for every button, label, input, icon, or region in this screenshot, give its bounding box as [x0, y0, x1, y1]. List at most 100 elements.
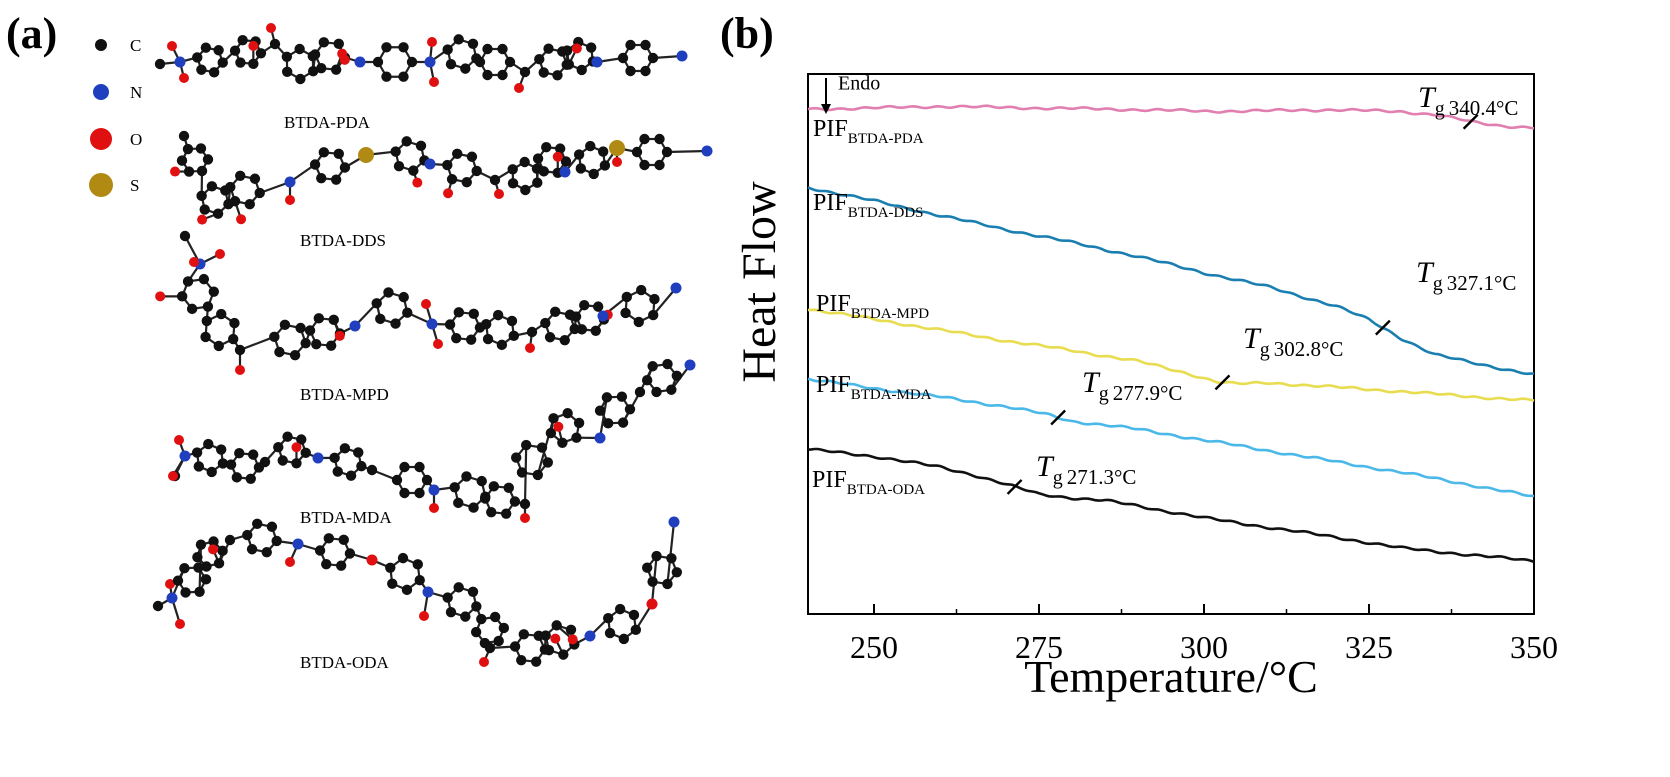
atom-c — [193, 562, 204, 573]
atom-c — [401, 584, 413, 596]
atom-c — [500, 508, 512, 519]
atom-c — [634, 386, 646, 398]
atom-c — [482, 69, 493, 81]
atom-c — [244, 199, 255, 210]
atom-c — [201, 315, 212, 327]
plot-frame — [807, 73, 1535, 615]
atom-c — [482, 43, 493, 55]
x-tick-label: 350 — [1510, 629, 1558, 665]
atom-c — [269, 38, 281, 50]
atom-layer — [170, 130, 713, 225]
atom-c — [234, 344, 246, 356]
atom-n — [668, 516, 680, 528]
atom-o — [421, 299, 431, 309]
series-line-btda-oda — [807, 447, 1535, 564]
atom-c — [199, 204, 210, 215]
atom-o — [429, 77, 439, 87]
tg-label-btda-pda: Tg 340.4°C — [1418, 81, 1518, 120]
atom-c — [203, 438, 214, 450]
atom-c — [229, 317, 240, 329]
atom-c — [314, 545, 326, 556]
atom-c — [295, 73, 306, 85]
series-label-btda-mpd: PIFBTDA-MPD — [816, 291, 929, 322]
atom-c — [309, 49, 321, 60]
atom-o — [612, 157, 622, 167]
atom-c — [496, 339, 508, 351]
atom-c — [281, 66, 293, 78]
structure-label-btda-dds: BTDA-DDS — [300, 231, 386, 250]
atom-n — [426, 318, 438, 330]
atom-c — [339, 443, 351, 454]
atom-o — [646, 598, 658, 610]
atom-c — [307, 65, 319, 77]
atom-n — [559, 166, 571, 178]
x-axis-title: Temperature/°C — [1024, 651, 1318, 702]
legend-label-n: N — [130, 83, 142, 102]
atom-c — [640, 39, 651, 51]
atom-o — [334, 330, 345, 341]
atom-o — [494, 189, 504, 199]
atom-c — [271, 535, 282, 547]
atom-c — [476, 613, 487, 625]
atom-c — [548, 413, 559, 424]
atom-c — [304, 325, 316, 336]
atom-c — [545, 427, 557, 439]
atom-c — [536, 442, 548, 453]
atom-c — [183, 166, 195, 177]
atom-o — [419, 611, 429, 621]
atom-layer — [152, 516, 683, 667]
series-line-btda-mda — [807, 377, 1535, 498]
atom-c — [471, 165, 482, 177]
atom-n — [597, 310, 609, 322]
atom-c — [282, 431, 293, 442]
atom-c — [476, 475, 487, 487]
atom-c — [453, 307, 465, 318]
atom-o — [291, 442, 302, 453]
atom-n — [179, 450, 191, 462]
atom-c — [335, 560, 347, 571]
atom-c — [518, 629, 530, 640]
atom-c — [291, 458, 302, 469]
atom-o — [179, 73, 189, 83]
atom-c — [468, 308, 479, 320]
atom-c — [387, 578, 398, 589]
atom-c — [640, 65, 651, 77]
atom-c — [254, 187, 265, 199]
legend-label-s: S — [130, 176, 139, 195]
atom-c — [176, 291, 188, 302]
atom-c — [318, 37, 330, 48]
atom-c — [520, 184, 531, 196]
atom-c — [344, 548, 356, 559]
atom-c — [186, 303, 198, 315]
atom-c — [196, 165, 208, 177]
atom-c — [274, 346, 285, 358]
atom-c — [570, 311, 582, 322]
atom-c — [559, 335, 570, 346]
atom-c — [266, 521, 278, 532]
atom-c — [540, 317, 551, 329]
atom-o — [236, 214, 247, 225]
atom-c — [200, 574, 212, 585]
atom-c — [651, 386, 662, 398]
atom-c — [460, 611, 471, 622]
atom-c — [594, 405, 606, 416]
atom-c — [195, 143, 207, 154]
atom-c — [516, 654, 527, 666]
atom-c — [414, 487, 425, 499]
series-label-btda-mda: PIFBTDA-MDA — [816, 372, 932, 403]
atom-c — [231, 472, 243, 483]
atom-c — [526, 326, 538, 338]
atom-c — [313, 313, 325, 324]
atom-n — [584, 630, 596, 642]
atom-c — [329, 452, 340, 464]
tg-marker — [1006, 479, 1023, 495]
atom-c — [461, 471, 472, 482]
atom-c — [294, 43, 305, 55]
atom-c — [212, 208, 224, 219]
atom-c — [445, 606, 457, 618]
molecule-drawings — [152, 23, 713, 667]
atom-c — [345, 470, 357, 481]
atom-c — [242, 529, 253, 541]
atom-c — [277, 455, 288, 466]
